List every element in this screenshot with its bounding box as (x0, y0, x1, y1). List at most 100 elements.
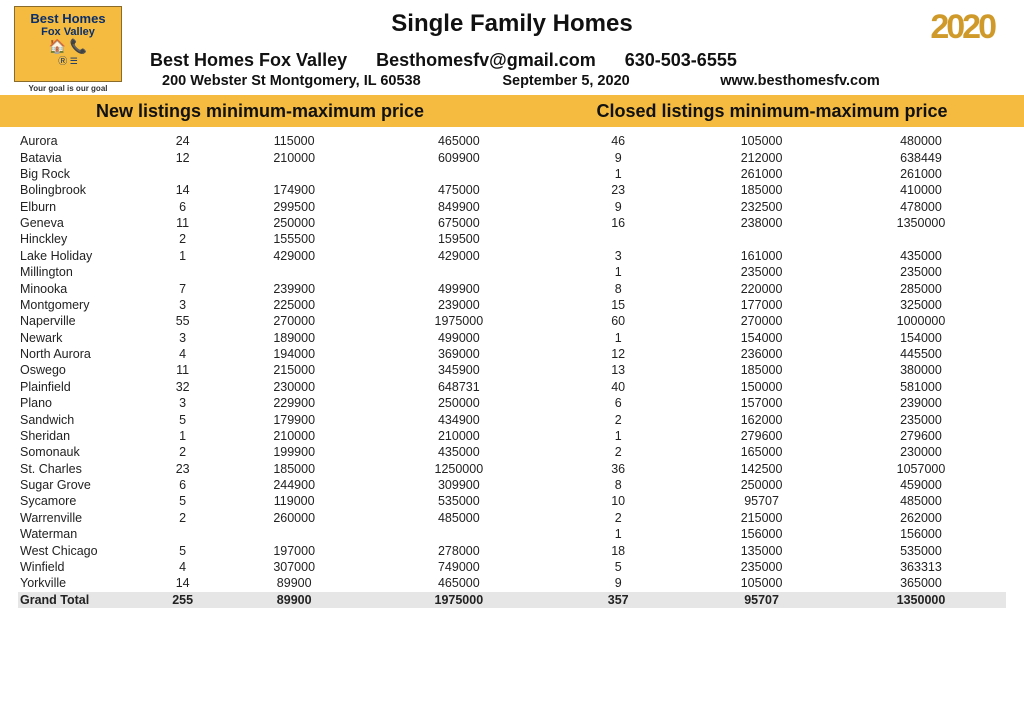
table-row: Millington1235000235000 (18, 264, 1006, 280)
city-cell: Plano (18, 395, 145, 411)
closed-count-cell: 2 (549, 444, 687, 460)
closed-count-cell: 1 (549, 166, 687, 182)
closed-min-cell: 236000 (687, 346, 836, 362)
closed-min-cell: 232500 (687, 199, 836, 215)
closed-max-cell: 365000 (836, 575, 1006, 591)
city-cell: Sheridan (18, 428, 145, 444)
banner-right: Closed listings minimum-maximum price (520, 101, 1024, 122)
new-min-cell: 299500 (220, 199, 369, 215)
total-new-count: 255 (145, 592, 219, 608)
new-min-cell: 210000 (220, 428, 369, 444)
closed-max-cell: 478000 (836, 199, 1006, 215)
new-count-cell: 6 (145, 199, 219, 215)
new-count-cell: 7 (145, 280, 219, 296)
new-count-cell: 5 (145, 411, 219, 427)
company-subline: 200 Webster St Montgomery, IL 60538 Sept… (20, 71, 1004, 89)
new-min-cell: 89900 (220, 575, 369, 591)
new-max-cell: 465000 (369, 133, 550, 149)
city-cell: North Aurora (18, 346, 145, 362)
closed-max-cell: 279600 (836, 428, 1006, 444)
new-min-cell: 429000 (220, 248, 369, 264)
new-max-cell: 535000 (369, 493, 550, 509)
new-min-cell: 119000 (220, 493, 369, 509)
closed-min-cell: 220000 (687, 280, 836, 296)
house-icon: 🏠 📞 (21, 39, 115, 54)
company-website: www.besthomesfv.com (670, 73, 930, 89)
table-row: Sheridan12100002100001279600279600 (18, 428, 1006, 444)
closed-count-cell: 60 (549, 313, 687, 329)
data-table-wrap: Aurora2411500046500046105000480000Batavi… (0, 127, 1024, 608)
table-row: Minooka72399004999008220000285000 (18, 280, 1006, 296)
total-closed-min: 95707 (687, 592, 836, 608)
closed-max-cell: 154000 (836, 330, 1006, 346)
closed-count-cell (549, 231, 687, 247)
new-count-cell: 2 (145, 510, 219, 526)
table-row: West Chicago519700027800018135000535000 (18, 542, 1006, 558)
new-min-cell: 239900 (220, 280, 369, 296)
closed-max-cell: 235000 (836, 411, 1006, 427)
new-min-cell: 230000 (220, 379, 369, 395)
new-max-cell: 675000 (369, 215, 550, 231)
section-banner: New listings minimum-maximum price Close… (0, 95, 1024, 127)
closed-count-cell: 40 (549, 379, 687, 395)
city-cell: Yorkville (18, 575, 145, 591)
city-cell: Newark (18, 330, 145, 346)
city-cell: Elburn (18, 199, 145, 215)
closed-count-cell: 23 (549, 182, 687, 198)
closed-count-cell: 9 (549, 199, 687, 215)
new-count-cell (145, 166, 219, 182)
table-row: Waterman1156000156000 (18, 526, 1006, 542)
closed-min-cell: 150000 (687, 379, 836, 395)
closed-max-cell: 239000 (836, 395, 1006, 411)
new-min-cell: 189000 (220, 330, 369, 346)
closed-max-cell (836, 231, 1006, 247)
closed-min-cell: 161000 (687, 248, 836, 264)
table-row: Newark31890004990001154000154000 (18, 330, 1006, 346)
realtor-icon: Ⓡ ☰ (21, 54, 115, 67)
city-cell: Geneva (18, 215, 145, 231)
closed-count-cell: 9 (549, 575, 687, 591)
closed-min-cell: 154000 (687, 330, 836, 346)
closed-count-cell: 46 (549, 133, 687, 149)
new-count-cell (145, 526, 219, 542)
closed-count-cell: 36 (549, 461, 687, 477)
page-title: Single Family Homes (20, 4, 1004, 44)
closed-count-cell: 2 (549, 411, 687, 427)
new-count-cell: 23 (145, 461, 219, 477)
closed-max-cell: 435000 (836, 248, 1006, 264)
company-address: 200 Webster St Montgomery, IL 60538 (162, 73, 462, 89)
table-row: Batavia122100006099009212000638449 (18, 149, 1006, 165)
logo-tagline: Your goal is our goal (14, 84, 122, 93)
table-row: Somonauk21999004350002165000230000 (18, 444, 1006, 460)
total-new-max: 1975000 (369, 592, 550, 608)
city-cell: Millington (18, 264, 145, 280)
new-min-cell (220, 526, 369, 542)
closed-max-cell: 230000 (836, 444, 1006, 460)
closed-min-cell: 162000 (687, 411, 836, 427)
new-min-cell: 179900 (220, 411, 369, 427)
new-max-cell: 499000 (369, 330, 550, 346)
new-min-cell (220, 166, 369, 182)
closed-max-cell: 480000 (836, 133, 1006, 149)
logo-line1: Best Homes (21, 12, 115, 26)
closed-min-cell: 215000 (687, 510, 836, 526)
closed-max-cell: 485000 (836, 493, 1006, 509)
city-cell: Waterman (18, 526, 145, 542)
table-row: Winfield43070007490005235000363313 (18, 559, 1006, 575)
new-count-cell: 11 (145, 362, 219, 378)
closed-min-cell: 185000 (687, 182, 836, 198)
closed-max-cell: 581000 (836, 379, 1006, 395)
company-email: Besthomesfv@gmail.com (376, 50, 596, 71)
city-cell: Sycamore (18, 493, 145, 509)
table-row: Yorkville14899004650009105000365000 (18, 575, 1006, 591)
company-phone: 630-503-6555 (625, 50, 737, 71)
city-cell: Plainfield (18, 379, 145, 395)
city-cell: Bolingbrook (18, 182, 145, 198)
new-count-cell: 14 (145, 575, 219, 591)
new-max-cell (369, 526, 550, 542)
closed-min-cell: 156000 (687, 526, 836, 542)
closed-count-cell: 10 (549, 493, 687, 509)
city-cell: Warrenville (18, 510, 145, 526)
table-row: North Aurora419400036900012236000445500 (18, 346, 1006, 362)
closed-count-cell: 13 (549, 362, 687, 378)
